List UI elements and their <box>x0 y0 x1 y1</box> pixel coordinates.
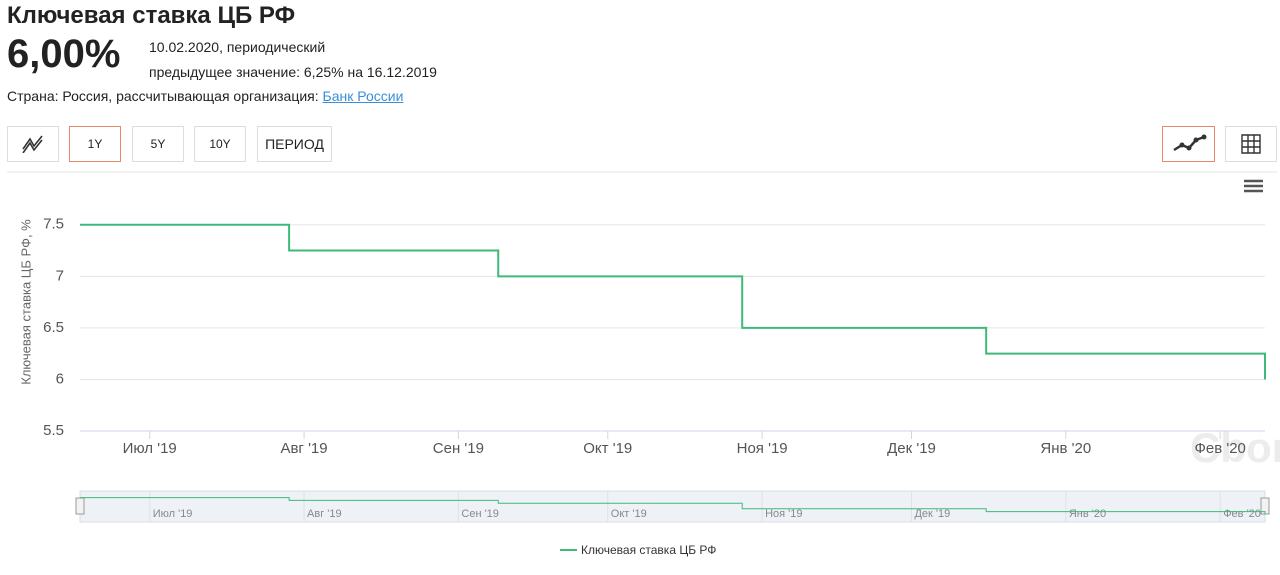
current-value: 6,00% <box>7 32 121 76</box>
navigator-handle[interactable] <box>75 497 85 515</box>
navigator-tick-label: Фев '20 <box>1223 508 1261 520</box>
period-button[interactable]: ПЕРИОД <box>257 126 332 162</box>
y-axis-title: Ключевая ставка ЦБ РФ, % <box>18 219 33 385</box>
y-tick-label: 5.5 <box>43 422 64 439</box>
range-button[interactable]: 10Y <box>194 126 246 162</box>
y-tick-label: 6.5 <box>43 319 64 336</box>
y-tick-label: 7 <box>56 267 64 284</box>
x-tick-label: Окт '19 <box>583 440 632 457</box>
range-button[interactable]: 1Y <box>69 126 121 162</box>
date-line: 10.02.2020, периодический <box>149 39 326 55</box>
range-button[interactable]: 5Y <box>132 126 184 162</box>
step-line <box>80 223 1266 380</box>
navigator <box>79 490 1266 523</box>
navigator-handle[interactable] <box>1260 497 1270 515</box>
navigator-tick-label: Авг '19 <box>307 508 342 520</box>
navigator-tick-label: Ноя '19 <box>765 508 802 520</box>
country-text: Страна: Россия, рассчитывающая организац… <box>7 88 319 104</box>
icon <box>1172 134 1206 152</box>
navigator-tick-label: Дек '19 <box>914 508 950 520</box>
chart-type-button[interactable] <box>7 126 59 162</box>
x-tick-label: Авг '19 <box>280 440 327 457</box>
x-tick-label: Ноя '19 <box>737 440 788 457</box>
country-line: Страна: Россия, рассчитывающая организац… <box>7 88 403 104</box>
line-view-button[interactable] <box>1162 126 1215 162</box>
x-tick-label: Фев '20 <box>1194 440 1245 457</box>
navigator-tick-label: Сен '19 <box>461 508 499 520</box>
legend-label[interactable]: Ключевая ставка ЦБ РФ <box>581 543 716 557</box>
icon <box>22 135 43 153</box>
y-tick-label: 6 <box>56 370 64 387</box>
x-tick-label: Сен '19 <box>433 440 484 457</box>
navigator-line <box>80 497 1266 515</box>
icon <box>1241 134 1261 154</box>
menu-icon <box>1244 179 1263 193</box>
x-tick-label: Янв '20 <box>1040 440 1091 457</box>
x-tick-label: Июл '19 <box>123 440 177 457</box>
navigator-tick-label: Янв '20 <box>1069 508 1106 520</box>
table-view-button[interactable] <box>1225 126 1277 162</box>
title: Ключевая ставка ЦБ РФ <box>7 2 296 29</box>
org-link[interactable]: Банк России <box>322 88 404 104</box>
watermark: Cbonds <box>1190 424 1280 471</box>
y-tick-label: 7.5 <box>43 216 64 233</box>
navigator-tick-label: Окт '19 <box>611 508 647 520</box>
navigator-tick-label: Июл '19 <box>153 508 193 520</box>
previous-line: предыдущее значение: 6,25% на 16.12.2019 <box>149 64 437 80</box>
x-tick-label: Дек '19 <box>887 440 936 457</box>
